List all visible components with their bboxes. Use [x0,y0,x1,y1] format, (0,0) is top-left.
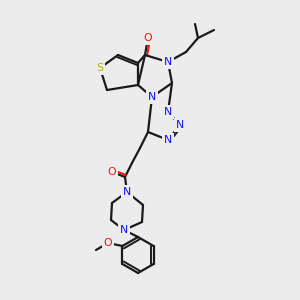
Text: N: N [148,92,156,102]
Text: O: O [104,238,112,248]
Text: N: N [120,225,128,235]
Text: N: N [176,120,184,130]
Text: N: N [164,107,172,117]
Text: O: O [144,33,152,43]
Text: O: O [108,167,116,177]
Text: N: N [164,135,172,145]
Text: S: S [97,63,104,73]
Text: N: N [164,57,172,67]
Text: N: N [123,187,131,197]
